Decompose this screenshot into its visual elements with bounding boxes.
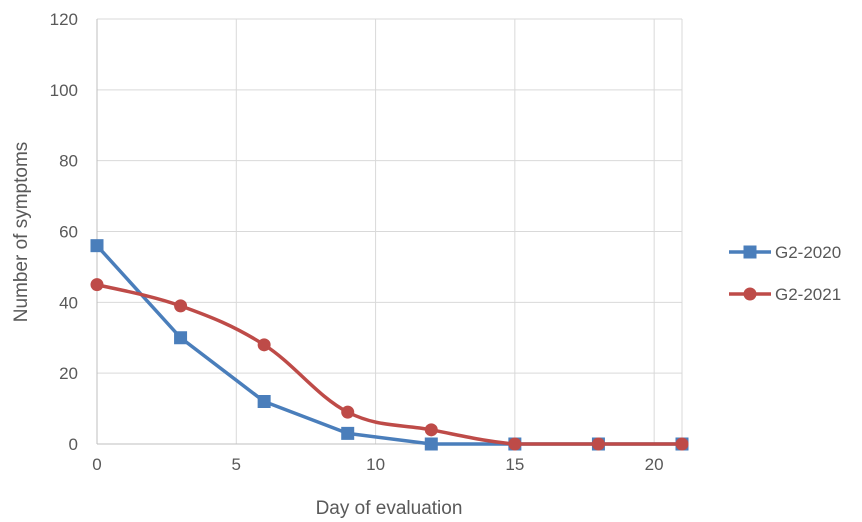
data-point	[174, 331, 188, 345]
series-G2-2021	[90, 278, 689, 451]
y-tick-label: 20	[59, 364, 78, 383]
y-tick-label: 80	[59, 152, 78, 171]
y-tick-label: 40	[59, 293, 78, 312]
legend-marker	[743, 287, 757, 301]
legend-label: G2-2021	[775, 285, 841, 304]
x-tick-label: 5	[232, 455, 241, 474]
x-axis-title: Day of evaluation	[316, 498, 463, 519]
data-point	[257, 395, 271, 408]
data-point	[90, 278, 104, 292]
data-point	[341, 426, 355, 440]
y-axis-title: Number of symptoms	[11, 142, 32, 323]
y-tick-label: 120	[50, 10, 78, 29]
grid-lines	[97, 18, 683, 444]
x-tick-label: 15	[505, 455, 524, 474]
series-layer	[90, 239, 689, 451]
tick-labels: 0 20 40 60 80 100 120 0 5 10 15 20	[50, 10, 664, 474]
series-G2-2020	[90, 239, 689, 451]
series-line	[95, 244, 682, 446]
legend-marker	[743, 245, 757, 259]
data-point	[424, 423, 438, 437]
data-point	[174, 299, 188, 313]
data-point	[257, 338, 271, 352]
x-tick-label: 0	[92, 455, 101, 474]
legend-item: G2-2020	[729, 243, 841, 262]
data-point	[341, 405, 355, 419]
data-point	[424, 437, 438, 451]
y-tick-label: 60	[59, 223, 78, 242]
data-point	[675, 437, 689, 451]
y-tick-label: 0	[69, 435, 78, 454]
series-line	[96, 282, 682, 446]
x-tick-label: 10	[366, 455, 385, 474]
legend-item: G2-2021	[729, 285, 841, 304]
y-tick-label: 100	[50, 81, 78, 100]
data-point	[591, 437, 605, 451]
x-tick-label: 20	[645, 455, 664, 474]
data-point	[508, 437, 522, 451]
data-point	[90, 239, 104, 253]
legend-label: G2-2020	[775, 243, 841, 262]
legend: G2-2020 G2-2021	[729, 243, 841, 304]
